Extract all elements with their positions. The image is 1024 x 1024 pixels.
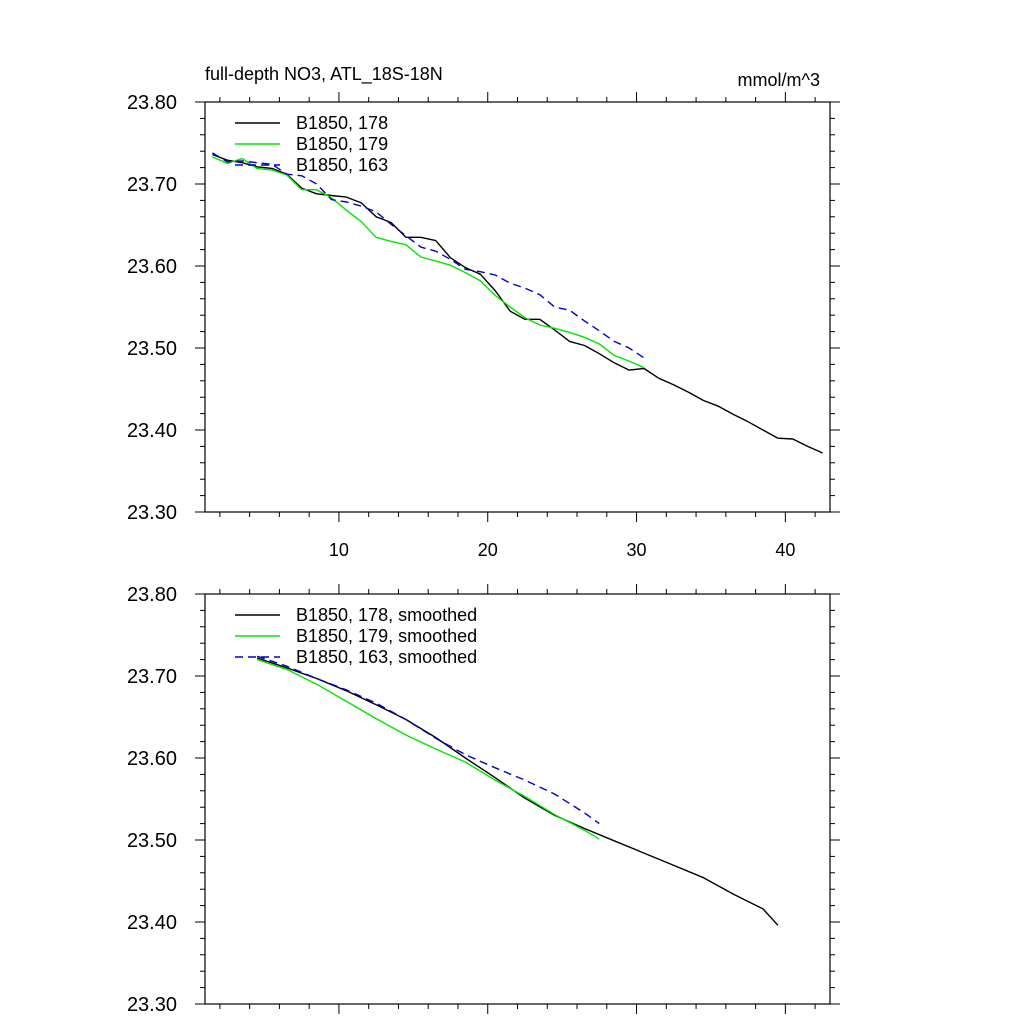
chart-panel-2: 23.30 23.40 23.50 23.60 23.70 23.80 B1850, 178… — [127, 584, 840, 1016]
y-tick-label: 23.70 — [127, 174, 177, 196]
legend-label: B1850, 163 — [296, 155, 388, 175]
y-tick-label: 23.40 — [127, 420, 177, 442]
series-line-1 — [212, 153, 823, 454]
units-label: mmol/m^3 — [737, 70, 820, 90]
y-tick-label: 23.50 — [127, 338, 177, 360]
series-line-3 — [212, 152, 645, 359]
y-tick-label: 23.30 — [127, 994, 177, 1016]
y-tick-label: 23.60 — [127, 748, 177, 770]
series-line-3 — [256, 655, 600, 825]
legend-label: B1850, 178 — [296, 113, 388, 133]
series-line-2 — [212, 156, 645, 369]
legend-label: B1850, 179, smoothed — [296, 626, 477, 646]
chart-panel-1: 10 20 30 40 23.30 23.40 23.50 23.60 23.70 23.80 B1… — [127, 92, 840, 560]
x-tick-label: 10 — [329, 540, 349, 560]
series-line-2 — [256, 658, 600, 840]
chart-title: full-depth NO3, ATL_18S-18N — [205, 64, 443, 84]
y-tick-label: 23.50 — [127, 830, 177, 852]
x-tick-label: 20 — [478, 540, 498, 560]
series-line-1 — [256, 657, 779, 926]
y-tick-label: 23.80 — [127, 92, 177, 114]
y-tick-label: 23.30 — [127, 502, 177, 524]
y-tick-label: 23.70 — [127, 666, 177, 688]
y-tick-label: 23.80 — [127, 584, 177, 606]
y-tick-label: 23.60 — [127, 256, 177, 278]
legend-label: B1850, 179 — [296, 134, 388, 154]
legend-label: B1850, 163, smoothed — [296, 647, 477, 667]
x-tick-label: 40 — [775, 540, 795, 560]
legend-label: B1850, 178, smoothed — [296, 605, 477, 625]
y-tick-label: 23.40 — [127, 912, 177, 934]
x-tick-label: 30 — [627, 540, 647, 560]
